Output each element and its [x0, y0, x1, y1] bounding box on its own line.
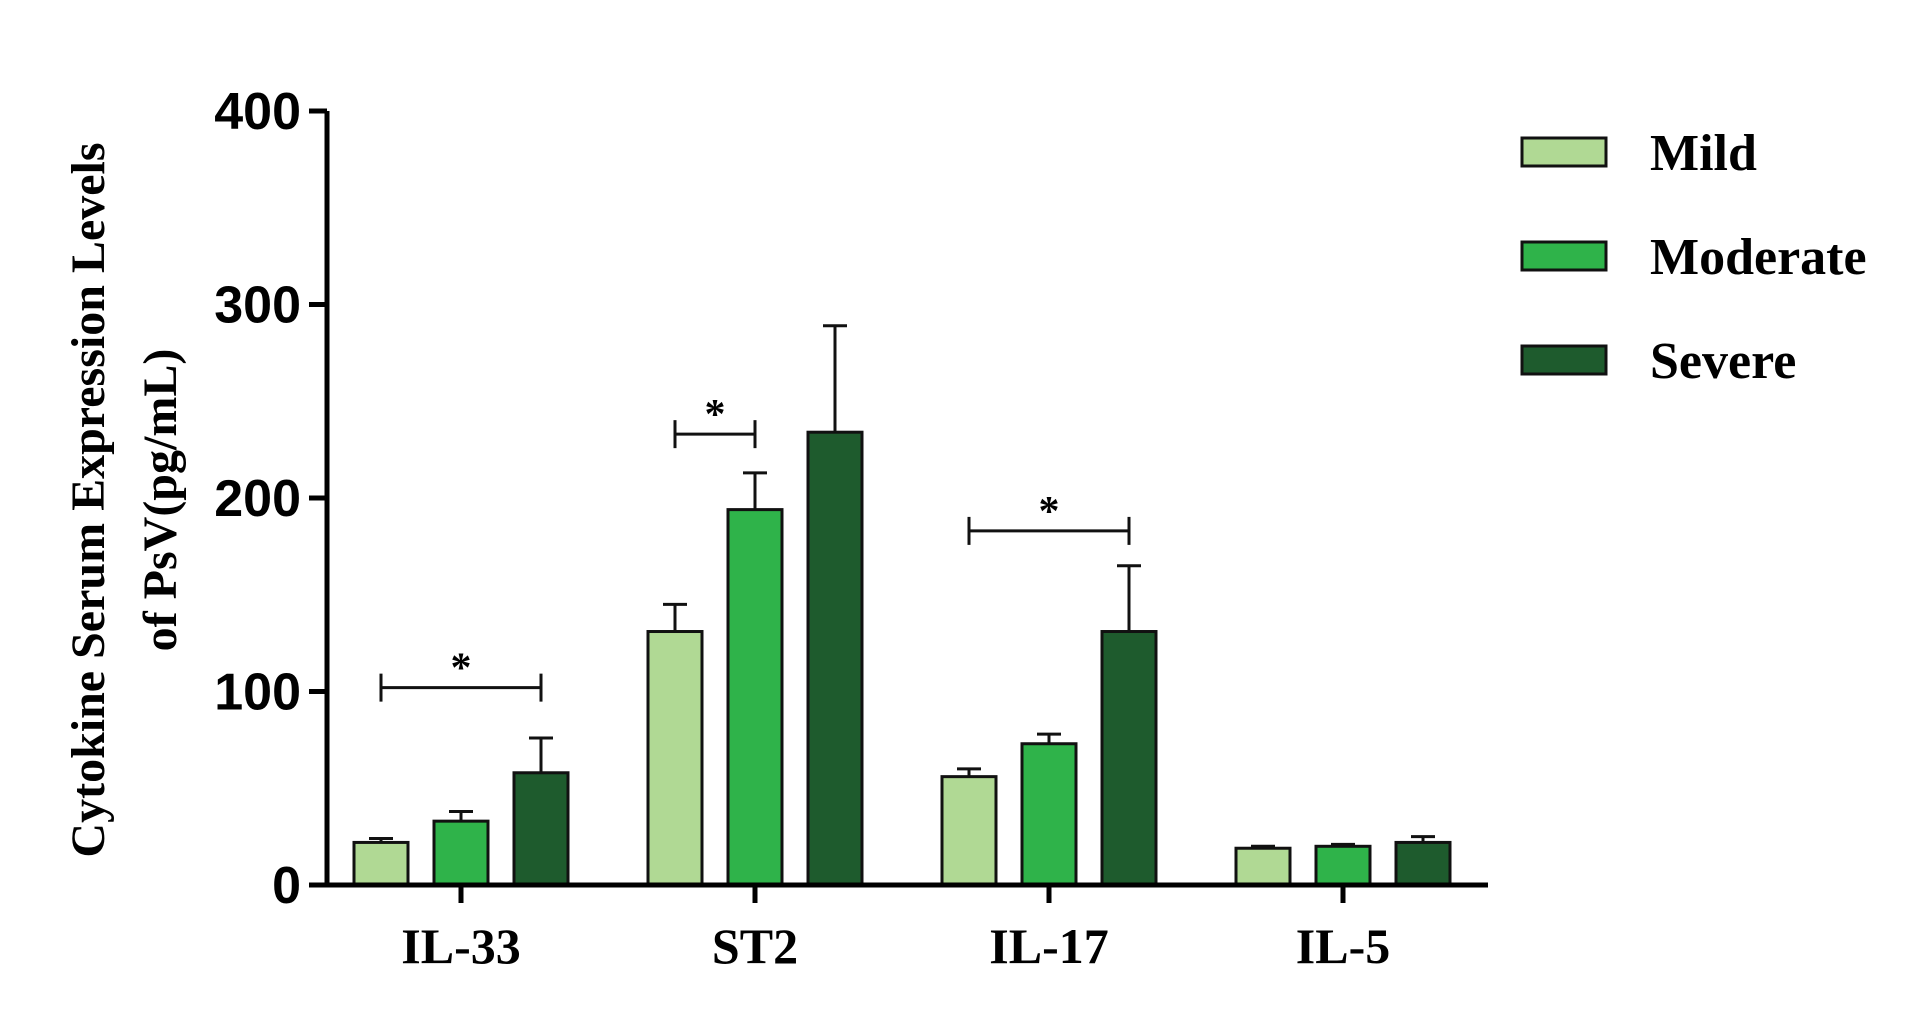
x-tick-label: IL-17: [989, 918, 1108, 974]
y-tick-300: 300: [214, 277, 327, 335]
bar-il-17-severe: [1100, 630, 1158, 887]
error-bar-il-17-moderate: [1037, 732, 1061, 744]
x-tick-il-33: IL-33: [401, 885, 521, 974]
legend-swatch: [1520, 240, 1608, 272]
legend-swatch: [1520, 344, 1608, 376]
x-tick-label: IL-5: [1296, 918, 1390, 974]
bar-st2-severe: [806, 430, 864, 887]
y-axis-label-line-2: of PsV(pg/mL): [134, 349, 187, 652]
significance-label: *: [451, 646, 472, 692]
x-tick-st2: ST2: [712, 885, 798, 974]
error-bar-il-17-mild: [957, 767, 981, 777]
error-bar-st2-moderate: [743, 471, 767, 510]
bar-il-5-mild: [1234, 846, 1292, 887]
y-tick-label: 0: [272, 857, 301, 915]
bars-layer: [352, 430, 1452, 887]
legend-swatch: [1520, 136, 1608, 168]
significance-bracket-st2: *: [673, 392, 757, 449]
y-axis-label-line-1: Cytokine Serum Expression Levels: [62, 142, 115, 857]
legend-label: Severe: [1650, 333, 1796, 390]
y-tick-100: 100: [214, 664, 327, 722]
y-ticks: 0 100 200 300 400: [214, 83, 327, 915]
bar-st2-moderate: [726, 508, 784, 887]
significance-label: *: [705, 392, 726, 438]
bar-il-5-severe: [1394, 840, 1452, 887]
error-bars-layer: [369, 324, 1435, 849]
bar-il-33-mild: [352, 840, 410, 887]
bar-il-5-moderate: [1314, 844, 1372, 887]
bar-il-33-severe: [512, 771, 570, 887]
y-tick-200: 200: [214, 470, 327, 528]
significance-label: *: [1039, 489, 1060, 535]
x-tick-label: IL-33: [401, 918, 520, 974]
y-tick-0: 0: [272, 857, 327, 915]
bar-il-17-mild: [940, 775, 998, 887]
error-bar-il-5-moderate: [1331, 842, 1355, 847]
y-tick-400: 400: [214, 83, 327, 141]
legend-label: Mild: [1650, 125, 1757, 182]
legend-entry-moderate: Moderate: [1520, 229, 1867, 286]
x-tick-label: ST2: [712, 918, 798, 974]
error-bar-il-33-severe: [529, 736, 553, 773]
bar-st2-mild: [646, 630, 704, 887]
y-tick-label: 300: [214, 277, 301, 335]
y-axis-label: Cytokine Serum Expression Levels of PsV(…: [62, 142, 187, 857]
y-tick-label: 100: [214, 664, 301, 722]
error-bar-il-33-mild: [369, 837, 393, 843]
significance-bracket-il-17: *: [967, 489, 1131, 545]
legend-entry-severe: Severe: [1520, 333, 1796, 390]
error-bar-st2-mild: [663, 602, 687, 632]
error-bar-il-5-mild: [1251, 844, 1275, 849]
legend-entry-mild: Mild: [1520, 125, 1757, 182]
significance-bracket-il-33: *: [379, 646, 543, 702]
x-tick-il-17: IL-17: [989, 885, 1109, 974]
error-bar-st2-severe: [823, 324, 847, 433]
error-bar-il-33-moderate: [449, 809, 473, 822]
legend: Mild Moderate Severe: [1520, 125, 1867, 390]
y-tick-label: 400: [214, 83, 301, 141]
error-bar-il-17-severe: [1117, 564, 1141, 632]
legend-label: Moderate: [1650, 229, 1867, 286]
x-ticks: IL-33 ST2 IL-17 IL-5: [401, 885, 1390, 974]
axes: [324, 111, 1488, 888]
bar-il-33-moderate: [432, 819, 490, 887]
y-tick-label: 200: [214, 470, 301, 528]
bar-il-17-moderate: [1020, 742, 1078, 887]
significance-layer: * * *: [379, 392, 1131, 702]
error-bar-il-5-severe: [1411, 835, 1435, 843]
x-tick-il-5: IL-5: [1296, 885, 1390, 974]
